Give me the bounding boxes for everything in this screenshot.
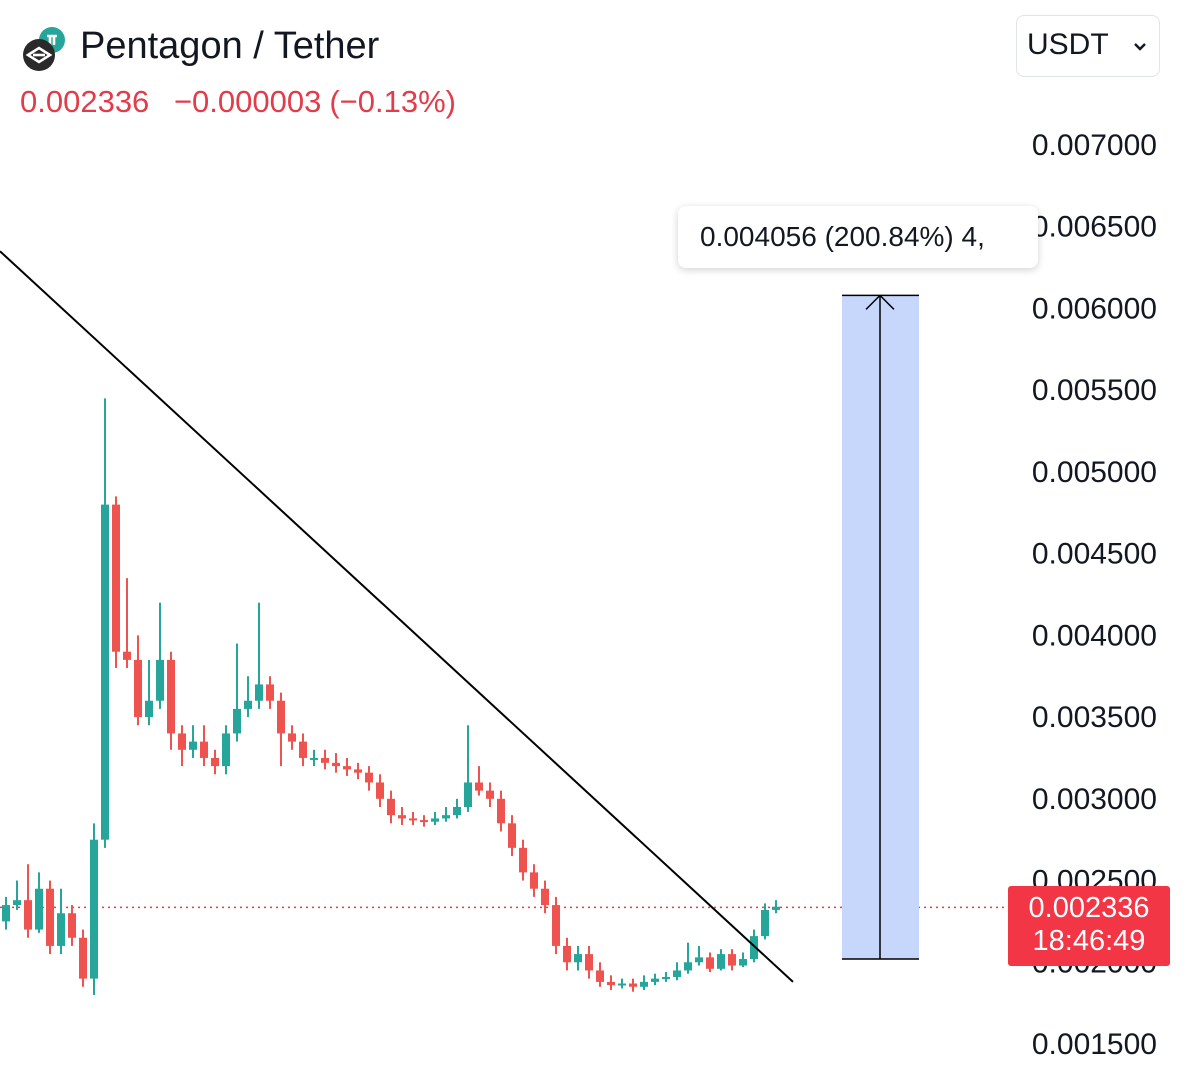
- last-price: 0.002336: [20, 84, 150, 119]
- candle-up: [90, 839, 98, 979]
- trendline[interactable]: [0, 250, 794, 983]
- price-tag-countdown: 18:46:49: [1032, 925, 1146, 957]
- candle-up: [618, 983, 626, 986]
- axis-tick-label: 0.005500: [1032, 374, 1157, 407]
- candle-up: [750, 936, 758, 960]
- candle-down: [79, 937, 87, 979]
- candle-up: [739, 959, 747, 966]
- axis-tick-label: 0.005000: [1032, 456, 1157, 489]
- candle-up: [13, 900, 21, 906]
- candle-up: [222, 733, 230, 767]
- candle-down: [288, 733, 296, 742]
- candle-up: [244, 700, 252, 709]
- price-change-line: 0.002336 −0.000003 (−0.13%): [20, 84, 472, 120]
- currency-select-value: USDT: [1027, 28, 1109, 61]
- axis-tick-label: 0.006500: [1032, 211, 1157, 244]
- candle-down: [112, 504, 120, 652]
- candle-down: [706, 957, 714, 969]
- candle-down: [398, 815, 406, 819]
- candle-up: [453, 806, 461, 816]
- candle-down: [343, 766, 351, 770]
- candle-down: [123, 651, 131, 660]
- candle-up: [101, 504, 109, 840]
- candle-down: [541, 888, 549, 906]
- candle-up: [255, 684, 263, 701]
- candle-up: [695, 957, 703, 963]
- measure-arrow-head: [865, 294, 895, 310]
- candle-up: [189, 741, 197, 750]
- change-absolute: −0.000003: [173, 84, 322, 119]
- candle-down: [508, 823, 516, 848]
- candle-up: [574, 954, 582, 963]
- candle-down: [530, 872, 538, 889]
- candle-down: [409, 818, 417, 821]
- candle-down: [387, 798, 395, 816]
- candle-down: [596, 970, 604, 982]
- candle-up: [233, 708, 241, 734]
- candle-down: [277, 700, 285, 734]
- axis-tick-label: 0.007000: [1032, 129, 1157, 162]
- candle-down: [519, 847, 527, 873]
- candle-up: [717, 954, 725, 969]
- price-tag-price: 0.002336: [1028, 892, 1150, 924]
- candle-down: [200, 741, 208, 758]
- axis-tick-label: 0.003000: [1032, 783, 1157, 816]
- candle-up: [684, 962, 692, 971]
- candle-up: [772, 906, 780, 910]
- candles-group: [2, 398, 780, 995]
- candle-down: [68, 913, 76, 938]
- pair-title: Pentagon / Tether: [80, 25, 380, 67]
- candle-up: [442, 815, 450, 819]
- candle-down: [46, 888, 54, 946]
- candle-down: [211, 757, 219, 767]
- candle-down: [332, 762, 340, 767]
- candle-up: [156, 659, 164, 701]
- price-range-measure[interactable]: [842, 294, 919, 960]
- candle-up: [145, 700, 153, 718]
- candle-down: [376, 782, 384, 799]
- candle-down: [178, 733, 186, 750]
- candle-down: [607, 981, 615, 986]
- candle-down: [365, 772, 373, 783]
- candle-down: [299, 741, 307, 758]
- candle-up: [640, 981, 648, 987]
- candle-down: [134, 659, 142, 718]
- candle-up: [35, 888, 43, 930]
- candle-down: [420, 820, 428, 823]
- axis-tick-label: 0.004000: [1032, 619, 1157, 652]
- candle-down: [629, 983, 637, 987]
- candle-down: [321, 757, 329, 763]
- candle-down: [497, 798, 505, 824]
- candle-down: [354, 769, 362, 773]
- currency-select[interactable]: USDT: [1016, 15, 1160, 77]
- axis-tick-label: 0.001500: [1032, 1028, 1157, 1061]
- change-percent: (−0.13%): [329, 84, 456, 119]
- candle-up: [662, 976, 670, 979]
- candle-down: [585, 954, 593, 971]
- candle-down: [563, 945, 571, 963]
- candle-down: [728, 954, 736, 966]
- measure-label: 0.004056 (200.84%) 4,: [678, 206, 1038, 268]
- candle-up: [651, 978, 659, 982]
- candle-down: [167, 659, 175, 734]
- candle-up: [464, 782, 472, 807]
- candle-up: [673, 970, 681, 977]
- candle-down: [475, 782, 483, 791]
- candle-down: [266, 684, 274, 701]
- axis-tick-label: 0.003500: [1032, 701, 1157, 734]
- candle-down: [552, 905, 560, 946]
- candle-up: [57, 913, 65, 946]
- candle-down: [486, 790, 494, 799]
- axis-tick-label: 0.004500: [1032, 538, 1157, 571]
- price-tag: 0.002336 18:46:49: [1008, 886, 1170, 966]
- candle-up: [310, 757, 318, 760]
- candle-up: [2, 905, 10, 922]
- pentagon-logo-icon: [23, 27, 65, 71]
- chevron-down-icon: [1134, 43, 1146, 51]
- candle-up: [431, 818, 439, 822]
- candle-down: [24, 900, 32, 930]
- axis-tick-label: 0.006000: [1032, 292, 1157, 325]
- candle-up: [761, 909, 769, 937]
